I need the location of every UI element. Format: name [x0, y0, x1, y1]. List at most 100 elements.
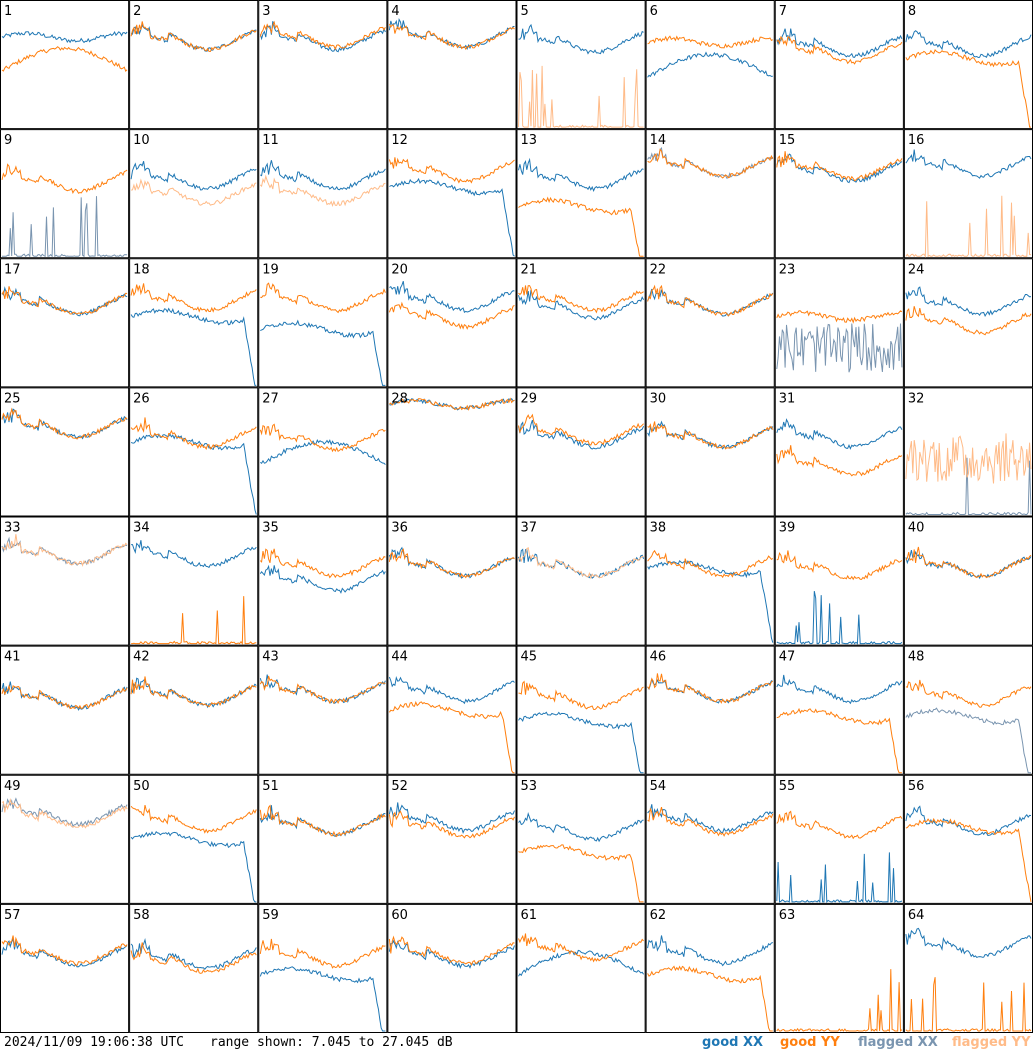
series-good-yy: [260, 282, 386, 314]
series-good-yy: [259, 20, 386, 51]
panel-frame: [258, 258, 388, 388]
panel-number: 17: [4, 262, 21, 277]
panel-frame: [645, 645, 775, 775]
series-good-xx: [647, 804, 774, 834]
panel-33: 33: [0, 516, 130, 646]
panel-number: 3: [262, 4, 270, 19]
series-good-yy: [647, 421, 774, 450]
series-good-yy: [388, 935, 515, 967]
series-good-xx: [1, 286, 128, 317]
panel-number: 50: [133, 779, 150, 794]
panel-27: 27: [258, 387, 388, 517]
panel-47: 47: [774, 645, 904, 775]
panel-frame: [258, 645, 388, 775]
panel-frame: [645, 129, 775, 259]
panel-number: 47: [779, 650, 796, 665]
series-good-xx: [518, 812, 644, 843]
panel-57: 57: [0, 903, 130, 1033]
series-good-yy: [1, 286, 128, 315]
series-good-xx: [130, 161, 257, 191]
panel-15: 15: [774, 129, 904, 259]
panel-53: 53: [516, 774, 646, 904]
series-good-xx: [776, 418, 903, 450]
panel-1: 1: [0, 0, 130, 130]
series-good-yy: [776, 151, 903, 182]
panel-frame: [903, 0, 1033, 130]
range-label: range shown: 7.045 to 27.045 dB: [210, 1035, 453, 1050]
panel-17: 17: [0, 258, 130, 388]
panel-frame: [387, 0, 517, 130]
series-good-xx: [259, 966, 386, 1032]
panel-number: 53: [521, 779, 538, 794]
series-flagged-yy: [905, 195, 1032, 258]
panel-number: 59: [262, 908, 279, 923]
panel-number: 54: [650, 779, 667, 794]
panel-frame: [129, 645, 259, 775]
series-good-xx: [905, 927, 1032, 958]
series-flagged-xx: [905, 457, 1032, 516]
panel-frame: [774, 774, 904, 904]
panel-35: 35: [258, 516, 388, 646]
series-flagged-yy: [518, 546, 644, 580]
series-good-xx: [131, 540, 257, 569]
series-good-yy: [130, 804, 257, 834]
series-flagged-xx: [776, 323, 903, 373]
panel-frame: [903, 774, 1033, 904]
series-good-yy: [130, 942, 257, 974]
panel-12: 12: [387, 129, 517, 259]
panel-number: 43: [262, 650, 279, 665]
series-good-xx: [259, 564, 386, 594]
series-good-yy: [776, 445, 903, 477]
panel-number: 44: [391, 650, 408, 665]
panel-26: 26: [129, 387, 259, 517]
panel-number: 56: [908, 779, 925, 794]
panel-10: 10: [129, 129, 259, 259]
panel-number: 31: [779, 391, 796, 406]
series-good-xx: [389, 281, 515, 313]
panel-number: 10: [133, 133, 150, 148]
series-good-xx: [647, 51, 773, 78]
panel-3: 3: [258, 0, 388, 130]
series-good-xx: [130, 307, 257, 386]
panel-frame: [0, 645, 130, 775]
legend-good-xx: good XX: [702, 1035, 764, 1050]
series-good-yy: [1, 935, 128, 966]
panel-5: 5: [516, 0, 646, 130]
panel-frame: [774, 129, 904, 259]
panel-number: 7: [779, 4, 787, 19]
series-good-yy: [647, 806, 774, 837]
panel-frame: [129, 774, 259, 904]
panel-number: 1: [4, 4, 12, 19]
panel-frame: [0, 774, 130, 904]
series-good-xx: [260, 439, 386, 465]
series-good-yy: [776, 810, 903, 840]
panel-frame: [516, 516, 646, 646]
series-good-xx: [130, 831, 257, 903]
panel-frame: [645, 774, 775, 904]
series-good-xx: [388, 17, 515, 50]
panel-number: 16: [908, 133, 925, 148]
panel-frame: [387, 258, 517, 388]
panel-52: 52: [387, 774, 517, 904]
series-good-xx: [130, 937, 257, 970]
series-good-yy: [388, 548, 515, 579]
panel-number: 19: [262, 262, 279, 277]
series-good-xx: [518, 949, 645, 977]
legend-flagged-xx: flagged XX: [858, 1035, 938, 1050]
panel-frame: [774, 645, 904, 775]
series-good-yy: [776, 35, 903, 65]
series-good-xx: [388, 675, 515, 705]
series-good-yy: [130, 283, 257, 313]
series-good-yy: [905, 817, 1032, 902]
panel-frame: [129, 903, 259, 1033]
panel-number: 57: [4, 908, 21, 923]
panel-frame: [258, 0, 388, 130]
panel-frame: [516, 774, 646, 904]
panel-14: 14: [645, 129, 775, 259]
panel-number: 48: [908, 650, 925, 665]
panel-number: 58: [133, 908, 150, 923]
panel-frame: [516, 0, 646, 130]
legend-flagged-yy: flagged YY: [952, 1035, 1031, 1050]
series-good-xx: [776, 852, 903, 904]
series-good-yy: [1, 407, 128, 440]
